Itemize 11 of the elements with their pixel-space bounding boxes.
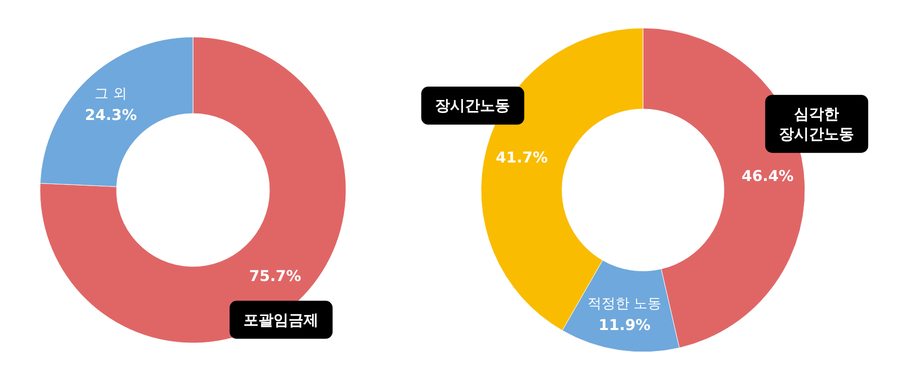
data-label: 75.7% <box>249 266 302 285</box>
slice-label: 그 외 <box>94 86 128 102</box>
slice-label: 포괄임금제 <box>244 310 319 329</box>
data-label: 24.3% <box>84 106 137 124</box>
data-label: 11.9% <box>598 316 651 334</box>
slice-label: 장시간노동 <box>435 96 510 115</box>
data-label: 41.7% <box>496 148 548 167</box>
donut-slice <box>40 36 346 344</box>
data-label: 46.4% <box>742 166 794 185</box>
slice-label: 심각한 장시간노동 <box>779 104 854 143</box>
slice-label: 적정한 노동 <box>587 296 662 312</box>
